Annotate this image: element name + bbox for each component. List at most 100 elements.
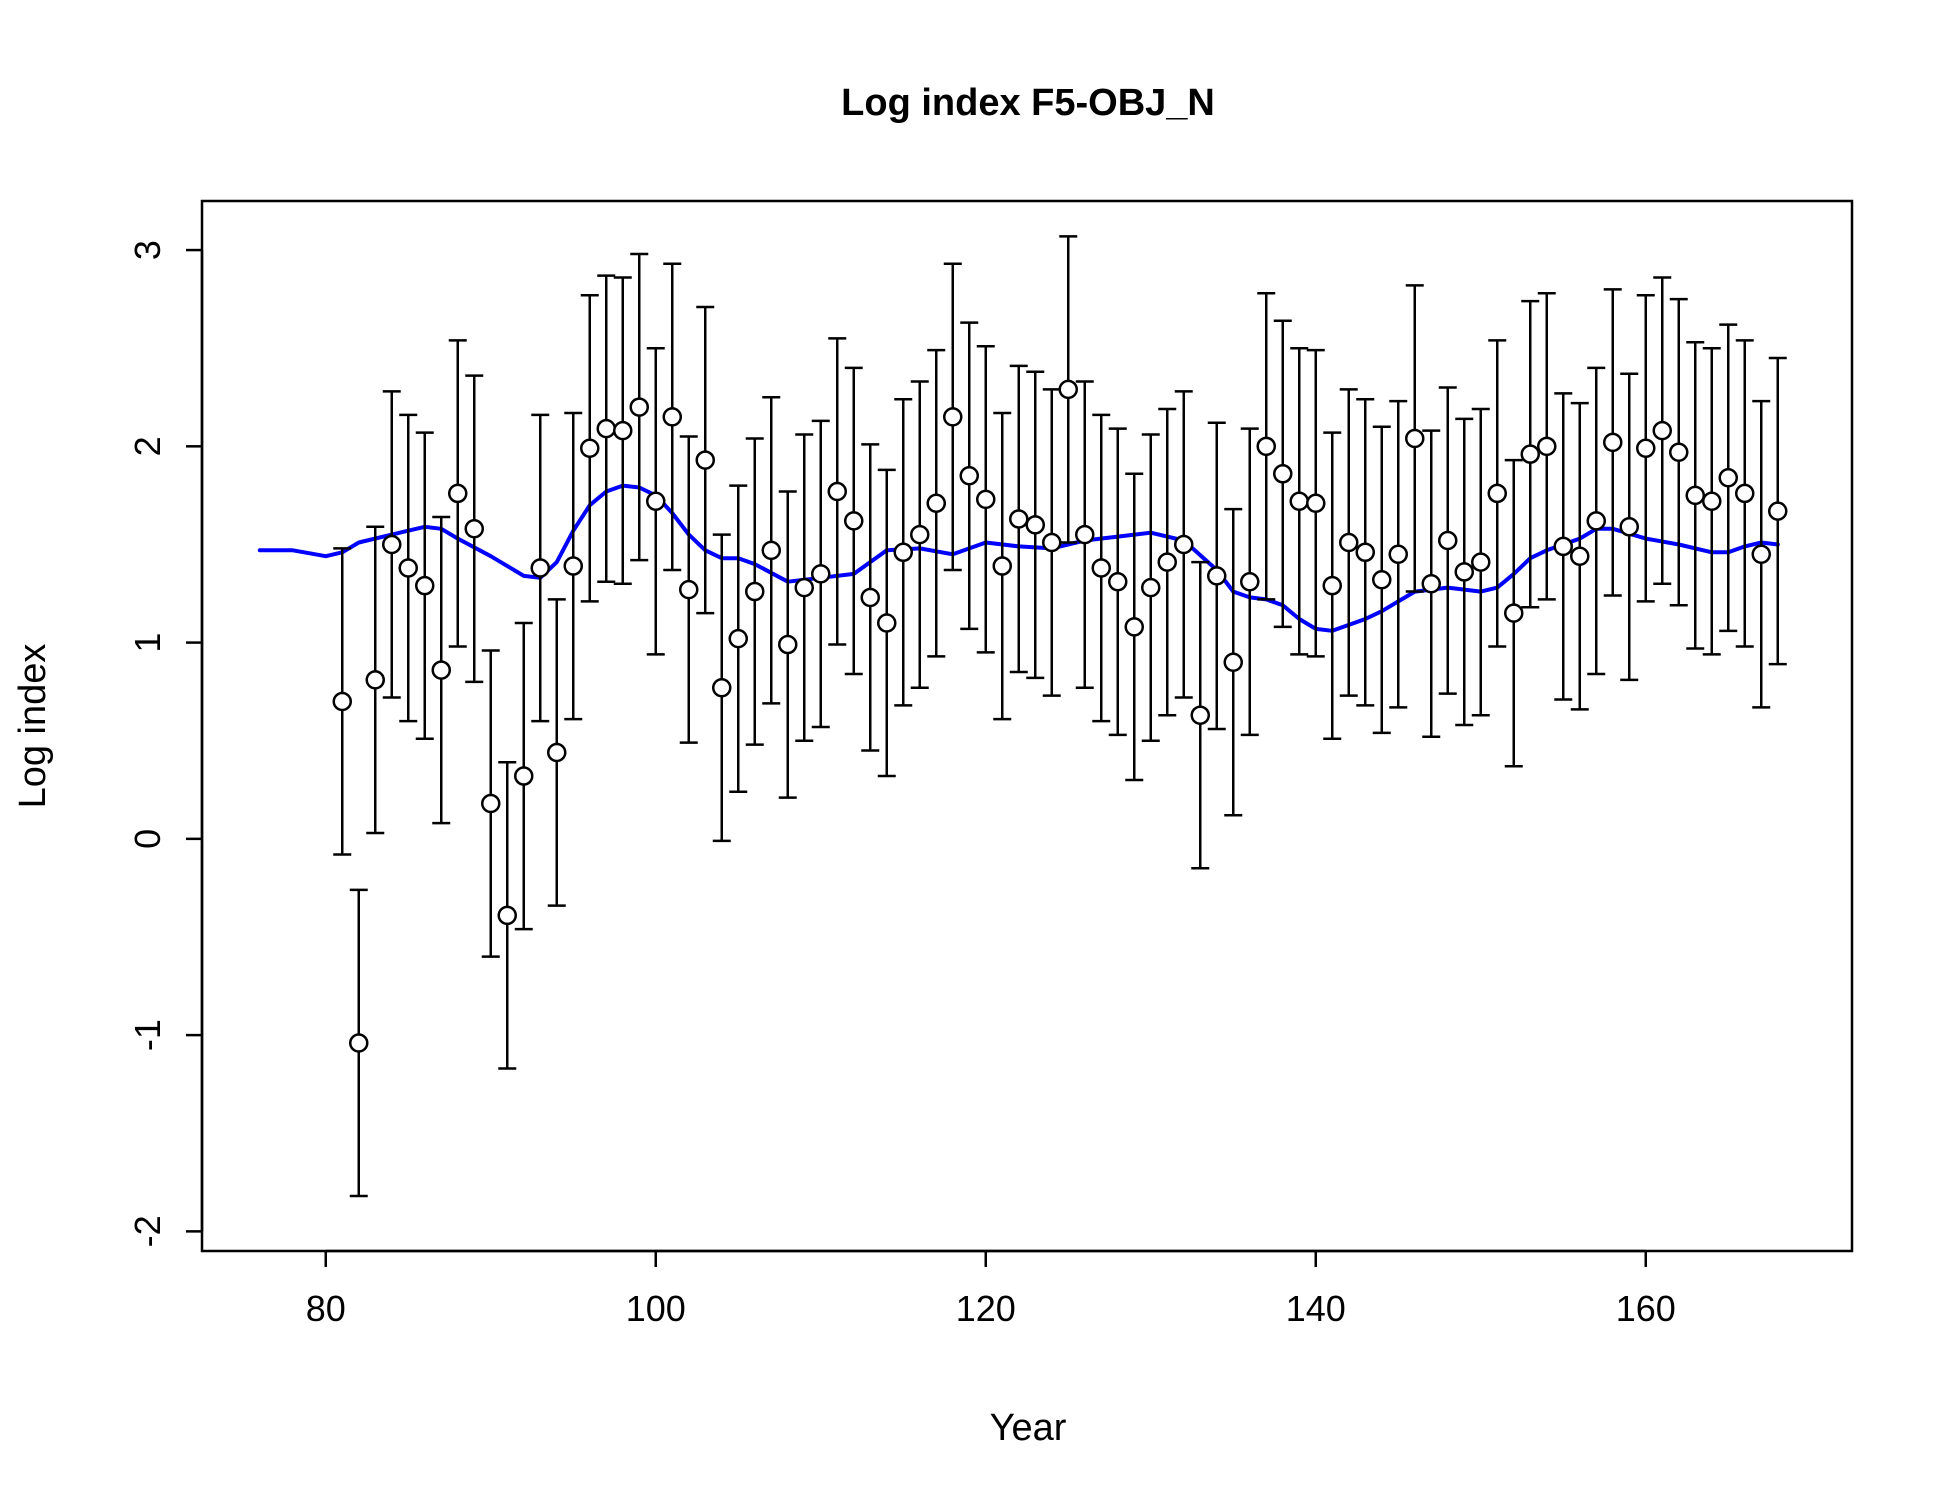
data-point	[811, 564, 831, 584]
data-point	[514, 766, 534, 786]
data-point	[1652, 420, 1672, 441]
data-point	[481, 793, 501, 814]
data-point	[1355, 542, 1375, 563]
data-point	[1339, 532, 1359, 553]
data-point	[1108, 571, 1128, 592]
data-point	[629, 397, 649, 417]
data-point	[910, 524, 930, 545]
data-point	[844, 511, 864, 531]
data-point	[1042, 532, 1062, 553]
data-point	[415, 575, 435, 596]
data-point	[464, 519, 484, 539]
y-tick-label: -1	[127, 1019, 168, 1051]
x-tick-label: 120	[956, 1288, 1016, 1329]
data-point	[1289, 491, 1309, 512]
data-point	[1553, 536, 1573, 557]
x-tick-label: 160	[1616, 1288, 1676, 1329]
data-point	[976, 489, 996, 510]
data-point	[1190, 705, 1210, 725]
data-point	[1471, 552, 1491, 572]
data-point	[745, 581, 765, 602]
data-point	[497, 905, 517, 926]
data-point	[1504, 603, 1524, 623]
data-point	[332, 691, 352, 712]
data-point	[1240, 571, 1260, 592]
data-point	[1322, 575, 1342, 596]
data-point	[1718, 467, 1738, 488]
data-point	[877, 613, 897, 633]
y-tick-label: 2	[127, 436, 168, 456]
data-point	[695, 450, 715, 470]
data-point	[1388, 544, 1408, 565]
data-point	[728, 628, 748, 649]
data-point	[613, 420, 633, 441]
y-tick-label: 3	[127, 240, 168, 260]
data-point	[1454, 562, 1474, 582]
data-point	[1405, 428, 1425, 449]
data-point	[992, 556, 1012, 576]
data-point	[1520, 444, 1540, 464]
data-point	[1487, 483, 1507, 504]
data-point	[1141, 577, 1161, 598]
y-axis: -2 -1 0 1 2 3	[127, 240, 204, 1247]
y-tick-label: 0	[127, 829, 168, 849]
data-point	[365, 670, 385, 690]
error-bar-layer	[333, 235, 1787, 1198]
data-point	[1421, 573, 1441, 594]
data-point	[827, 481, 847, 502]
data-point	[860, 587, 880, 608]
x-tick-label: 80	[306, 1288, 346, 1329]
data-point	[926, 493, 946, 513]
data-point	[1091, 558, 1111, 578]
point-layer	[332, 379, 1788, 1053]
data-point	[1768, 501, 1788, 521]
data-point	[1751, 544, 1771, 565]
x-tick-label: 100	[626, 1288, 686, 1329]
data-point	[1619, 517, 1639, 537]
data-point	[448, 483, 468, 504]
data-point	[1124, 617, 1144, 637]
data-point	[431, 660, 451, 680]
data-point	[1025, 515, 1045, 535]
data-point	[1438, 530, 1458, 551]
data-point	[646, 491, 666, 512]
data-point	[1223, 652, 1243, 672]
chart-title: Log index F5-OBJ_N	[841, 82, 1215, 124]
data-point	[547, 742, 567, 763]
data-point	[1685, 485, 1705, 506]
data-point	[1537, 436, 1557, 457]
data-point	[1306, 493, 1326, 513]
data-point	[1174, 534, 1194, 555]
y-tick-label: 1	[127, 633, 168, 653]
data-point	[398, 558, 418, 578]
x-axis: 80 100 120 140 160	[306, 1249, 1676, 1329]
data-point	[662, 407, 682, 427]
data-point	[943, 407, 963, 427]
data-point	[959, 466, 979, 486]
data-point	[1603, 432, 1623, 453]
data-point	[1009, 509, 1029, 529]
x-tick-label: 140	[1286, 1288, 1346, 1329]
y-axis-label: Log index	[12, 644, 54, 809]
data-point	[893, 542, 913, 563]
data-point	[712, 677, 732, 698]
data-point	[1256, 436, 1276, 457]
data-point	[794, 577, 814, 598]
data-point	[1157, 552, 1177, 572]
data-point	[530, 558, 550, 578]
y-tick-label: -2	[127, 1215, 168, 1247]
data-point	[1669, 442, 1689, 462]
data-point	[1058, 379, 1078, 400]
data-point	[1273, 464, 1293, 484]
data-point	[382, 534, 402, 555]
data-point	[1586, 511, 1606, 531]
data-point	[1636, 438, 1656, 459]
data-point	[1702, 491, 1722, 512]
data-point	[778, 634, 798, 655]
data-point	[580, 438, 600, 459]
data-point	[1207, 566, 1227, 586]
data-point	[1735, 483, 1755, 504]
data-point	[761, 540, 781, 561]
plot-frame	[200, 199, 1854, 1253]
